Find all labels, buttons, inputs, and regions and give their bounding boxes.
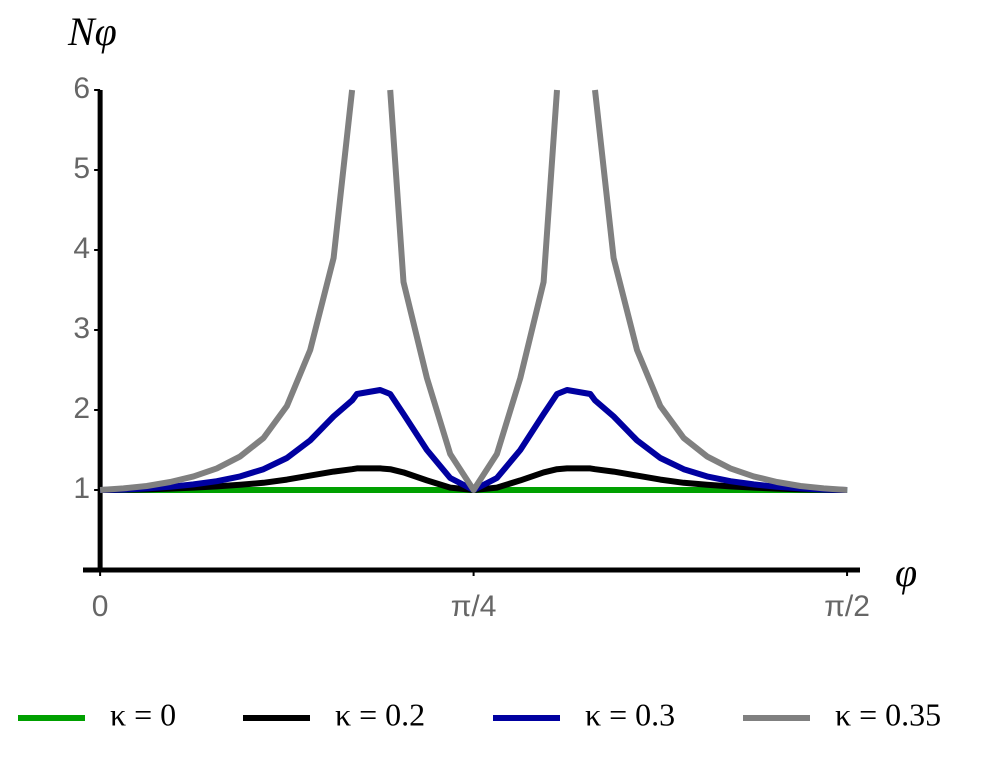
x-tick-label: 0 (92, 590, 109, 623)
y-tick-label: 6 (73, 72, 90, 105)
legend-label: κ = 0 (110, 696, 176, 732)
series-line (99, 89, 848, 493)
series-line (100, 387, 848, 493)
y-tick-label: 4 (73, 232, 90, 265)
x-tick-label: π/2 (824, 590, 870, 623)
x-axis-label: φ (895, 550, 917, 595)
y-axis-label: Nφ (67, 9, 117, 54)
legend-label: κ = 0.2 (335, 696, 425, 732)
y-tick-label: 3 (73, 312, 90, 345)
legend-label: κ = 0.3 (585, 696, 675, 732)
x-tick-label: π/4 (451, 590, 497, 623)
y-tick-label: 5 (73, 152, 90, 185)
y-tick-label: 1 (73, 472, 90, 505)
y-tick-label: 2 (73, 392, 90, 425)
legend-label: κ = 0.35 (835, 696, 941, 732)
